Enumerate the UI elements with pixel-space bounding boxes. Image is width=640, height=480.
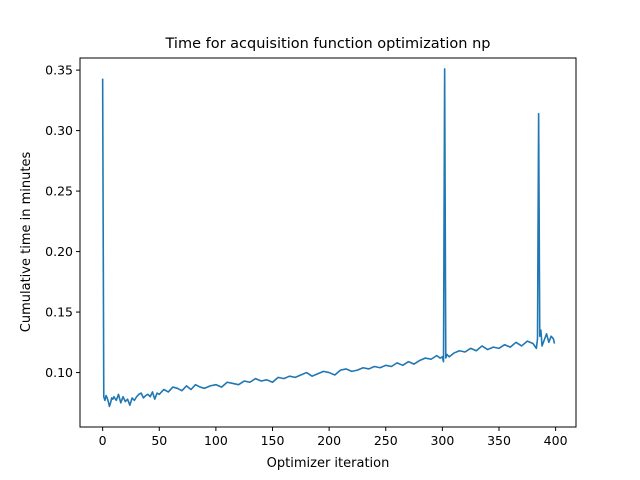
- plot-area: [101, 68, 556, 408]
- y-axis: 0.10 0.15 0.20 0.25 0.30 0.35: [45, 63, 80, 380]
- x-tick-label: 300: [430, 433, 454, 448]
- y-tick-label: 0.30: [45, 123, 73, 138]
- x-tick-label: 400: [544, 433, 568, 448]
- x-tick-label: 0: [99, 433, 107, 448]
- y-tick-label: 0.25: [45, 184, 73, 199]
- x-axis: 0 50 100 150 200 250 300 350 400: [99, 427, 568, 448]
- axes-frame: [79, 57, 577, 428]
- x-tick-label: 250: [374, 433, 398, 448]
- y-tick-label: 0.15: [45, 305, 73, 320]
- x-tick-label: 350: [487, 433, 511, 448]
- y-tick-label: 0.10: [45, 365, 73, 380]
- x-tick-label: 100: [204, 433, 228, 448]
- y-tick-label: 0.20: [45, 244, 73, 259]
- x-axis-label: Optimizer iteration: [267, 456, 390, 471]
- x-tick-label: 50: [151, 433, 167, 448]
- x-tick-label: 150: [261, 433, 285, 448]
- y-tick-label: 0.35: [45, 63, 73, 78]
- x-tick-label: 200: [317, 433, 341, 448]
- y-axis-label: Cumulative time in minutes: [19, 152, 34, 333]
- series-line-0: [101, 68, 556, 408]
- chart-title: Time for acquisition function optimizati…: [165, 36, 491, 52]
